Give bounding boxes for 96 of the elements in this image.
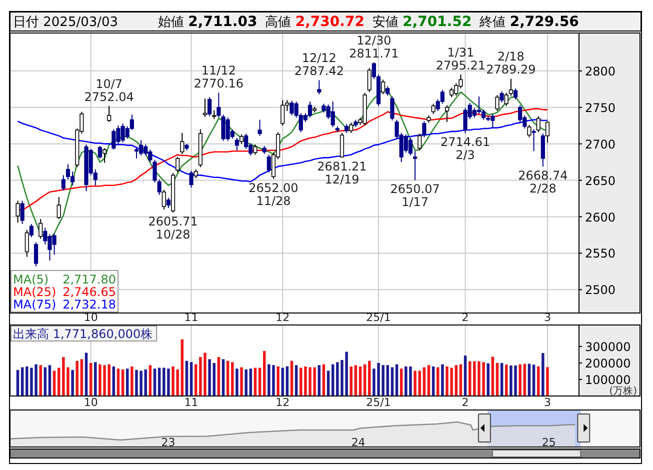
x-tick-label: 25: [542, 436, 556, 449]
chart-title: 出来高 1,771,860,000株: [13, 327, 153, 341]
bar: [116, 368, 120, 396]
y-tick-label: 300000: [585, 340, 631, 354]
bar: [358, 366, 362, 396]
annotation: 2,732.18: [62, 298, 116, 312]
x-tick-label: 3: [544, 396, 551, 409]
bar: [432, 366, 435, 396]
annotation: 11/12 2770.16: [194, 64, 244, 91]
annotation: 2652.00 11/28: [248, 180, 298, 208]
bar: [240, 367, 243, 396]
bar: [249, 368, 252, 396]
bar: [326, 370, 330, 396]
annotation: 2681.21 12/19: [317, 160, 367, 187]
y-tick-label: 2650: [585, 174, 616, 188]
y-tick-label: 2500: [585, 283, 616, 298]
header: 日付 2025/03/03 始値 2,711.03 高値 2,730.72 安値 2,701.52 終値 2,729.56: [10, 12, 642, 32]
y-tick-label: 2550: [585, 246, 616, 261]
y-tick-label: 2700: [585, 137, 616, 152]
bar: [294, 365, 298, 396]
bar: [71, 370, 74, 396]
bar: [546, 367, 549, 396]
bar: [52, 370, 56, 396]
bar: [464, 356, 467, 396]
x-tick-label: 24: [351, 436, 366, 449]
bar: [80, 359, 84, 396]
bar: [505, 364, 508, 396]
annotation: 12/30 2811.71: [349, 33, 399, 60]
x-tick-label: 25/1: [366, 396, 391, 409]
annotation: 2/18 2789.29: [486, 50, 536, 77]
bar: [226, 360, 230, 396]
annotation: 2650.07 1/17: [390, 182, 440, 210]
bar: [84, 352, 88, 396]
bar: [212, 362, 216, 396]
bar: [222, 359, 225, 396]
legend: MA(5) 2,717.80 MA(25) 2,746.65 MA(75) 2,732.18: [10, 270, 118, 312]
bar: [318, 365, 321, 396]
x-tick-label: 11: [184, 396, 198, 409]
bar: [386, 365, 390, 396]
bar: [436, 367, 440, 396]
bar: [185, 360, 188, 396]
bar: [180, 339, 184, 396]
bar: [148, 365, 152, 396]
bar: [130, 366, 134, 396]
annotation: 2668.74 2/28: [518, 168, 568, 196]
x-tick-label: 23: [161, 436, 176, 449]
bar: [76, 360, 78, 396]
annotation: 2,746.65: [62, 285, 116, 299]
bar: [368, 360, 371, 396]
bar: [496, 362, 499, 396]
bar: [400, 368, 403, 396]
bar: [244, 369, 248, 396]
annotation: 12/12 2787.42: [294, 51, 344, 78]
bar: [208, 359, 211, 396]
bar: [532, 364, 536, 396]
bar: [500, 362, 504, 396]
bar: [290, 360, 294, 396]
bar: [518, 364, 522, 396]
bar: [217, 357, 220, 396]
annotation: 2,717.80: [62, 272, 116, 286]
bar: [231, 362, 234, 396]
bar: [89, 362, 92, 396]
bar: [190, 362, 193, 396]
bar: [350, 366, 352, 396]
y-tick-label: 200000: [585, 356, 631, 370]
x-tick-label: 10: [84, 396, 98, 409]
bar: [262, 350, 266, 396]
bar: [354, 365, 358, 396]
bar: [112, 366, 116, 396]
bar: [427, 365, 430, 396]
bar: [454, 365, 458, 396]
y-tick-label: 100000: [585, 372, 631, 387]
y-tick-label: 2750: [585, 100, 616, 115]
y-tick-label: 2600: [585, 210, 616, 224]
x-tick-label: 2: [462, 396, 469, 409]
bar: [491, 356, 494, 396]
annotation: 2714.61 2/3: [440, 135, 490, 162]
bar: [542, 353, 544, 396]
bar: [276, 366, 280, 396]
bar: [126, 368, 129, 396]
bar: [153, 368, 156, 396]
bar: [414, 370, 416, 396]
bar: [418, 370, 421, 396]
y-tick-label: 2800: [585, 64, 616, 78]
annotation: 2605.71 10/28: [148, 214, 198, 242]
bar: [236, 368, 238, 396]
bar: [94, 362, 97, 396]
bar: [39, 365, 42, 396]
chart-title: 日付 2025/03/03: [13, 15, 118, 30]
y-axis-title: (万株): [609, 385, 638, 397]
annotation: 1/31 2795.21: [436, 45, 486, 72]
x-tick-label: 12: [276, 396, 290, 409]
annotation: 10/7 2752.04: [84, 76, 134, 104]
bar: [48, 365, 52, 396]
bar: [441, 364, 444, 396]
volume-title: 出来高 1,771,860,000株: [10, 326, 158, 342]
